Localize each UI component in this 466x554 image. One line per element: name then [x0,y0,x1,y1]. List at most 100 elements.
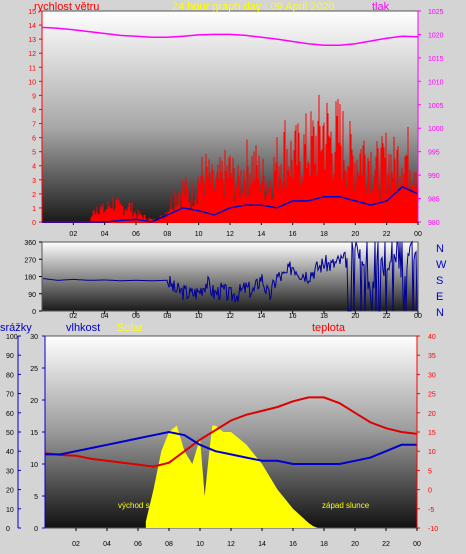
humidity-tick-label: 25 [30,366,38,373]
temperature-tick-label: 5 [428,468,432,475]
time-tick-label: 00 [413,541,421,548]
solar-label: Solar [117,322,143,334]
wind-tick-label: 15 [28,9,36,16]
temperature-tick-label: 20 [428,411,436,418]
wind-tick-label: 0 [32,220,36,227]
time-tick-label: 14 [258,541,266,548]
direction-tick-label: 0 [32,309,36,316]
temperature-tick-label: 30 [428,372,436,379]
humidity-tick-label: 15 [30,430,38,437]
time-tick-label: 08 [163,313,171,320]
pressure-tick-label: 1020 [428,32,444,39]
time-tick-label: 08 [163,231,171,238]
pressure-tick-label: 1025 [428,9,444,16]
time-tick-label: 16 [289,541,297,548]
time-tick-label: 02 [72,541,80,548]
humidity-tick-label: 30 [30,334,38,341]
temperature-line [44,396,418,468]
rain-tick-label: 0 [6,526,10,533]
chart-title: 24 hour graph day : 09 April 2020 [172,1,335,13]
wind-tick-label: 5 [32,150,36,157]
time-tick-label: 12 [226,313,234,320]
time-tick-label: 10 [195,231,203,238]
time-tick-label: 22 [383,313,391,320]
temperature-tick-label: 0 [428,488,432,495]
temperature-tick-label: -5 [428,507,434,514]
wind-tick-label: 2 [32,192,36,199]
time-tick-label: 22 [382,541,390,548]
time-tick-label: 06 [132,313,140,320]
wind-speed-label: rychlost větru [34,1,99,13]
time-tick-label: 02 [69,231,77,238]
sunrise-annotation: východ s. [118,501,152,510]
time-tick-label: 20 [351,541,359,548]
time-tick-label: 14 [257,231,265,238]
rain-tick-label: 80 [6,372,14,379]
wind-average-line [42,185,419,223]
time-tick-label: 04 [103,541,111,548]
pressure-tick-label: 1005 [428,103,444,110]
pressure-label: tlak [372,1,390,13]
time-tick-label: 10 [196,541,204,548]
time-tick-label: 04 [101,231,109,238]
rain-tick-label: 100 [6,334,18,341]
time-tick-label: 10 [195,313,203,320]
wind-tick-label: 3 [32,178,36,185]
sunset-annotation: západ slunce [322,501,370,510]
wind-tick-label: 1 [32,206,36,213]
pressure-tick-label: 985 [428,197,440,204]
wind-tick-label: 12 [28,51,36,58]
time-tick-label: 00 [414,313,422,320]
wind-tick-label: 14 [28,23,36,30]
direction-tick-label: 270 [24,257,36,264]
time-tick-label: 22 [383,231,391,238]
time-tick-label: 18 [320,313,328,320]
rain-tick-label: 20 [6,488,14,495]
compass-label: N [436,307,444,319]
time-tick-label: 04 [101,313,109,320]
pressure-tick-label: 990 [428,173,440,180]
rain-tick-label: 50 [6,430,14,437]
wind-tick-label: 9 [32,93,36,100]
temperature-tick-label: 15 [428,430,436,437]
time-tick-label: 16 [289,313,297,320]
wind-tick-label: 4 [32,164,36,171]
wind-tick-label: 7 [32,122,36,129]
time-tick-label: 08 [165,541,173,548]
temperature-tick-label: -10 [428,526,438,533]
time-tick-label: 06 [132,231,140,238]
wind-tick-label: 6 [32,136,36,143]
time-tick-label: 02 [69,313,77,320]
humidity-tick-label: 20 [30,398,38,405]
temperature-label: teplota [312,322,346,334]
rain-tick-label: 70 [6,392,14,399]
compass-label: W [436,259,447,271]
humidity-tick-label: 0 [34,526,38,533]
rain-tick-label: 60 [6,411,14,418]
wind-direction-line [42,240,418,312]
time-tick-label: 18 [320,231,328,238]
humidity-tick-label: 10 [30,462,38,469]
time-tick-label: 18 [320,541,328,548]
temperature-tick-label: 35 [428,353,436,360]
time-tick-label: 12 [227,541,235,548]
humidity-label: vlhkost [66,322,100,334]
compass-label: S [436,275,443,287]
time-tick-label: 12 [226,231,234,238]
rain-label: srážky [0,322,32,334]
temperature-tick-label: 40 [428,334,436,341]
temperature-tick-label: 25 [428,392,436,399]
temperature-tick-label: 10 [428,449,436,456]
pressure-tick-label: 1010 [428,79,444,86]
direction-tick-label: 360 [24,240,36,247]
rain-tick-label: 30 [6,468,14,475]
compass-label: E [436,291,443,303]
wind-tick-label: 13 [28,37,36,44]
time-tick-label: 20 [351,313,359,320]
compass-label: N [436,243,444,255]
pressure-tick-label: 1015 [428,56,444,63]
solar-area [145,425,318,528]
rain-tick-label: 90 [6,353,14,360]
rain-tick-label: 10 [6,507,14,514]
